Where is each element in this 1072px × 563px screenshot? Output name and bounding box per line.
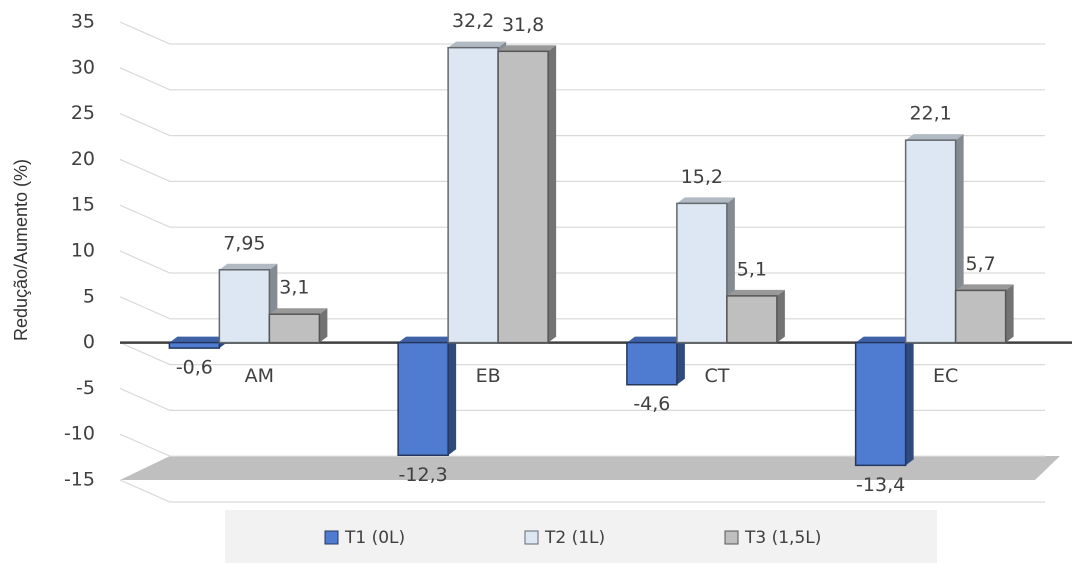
- bar-top: [219, 263, 278, 270]
- bar-side: [319, 308, 328, 343]
- grid-line: [119, 250, 1045, 274]
- legend-label: T1 (0L): [344, 528, 405, 548]
- bar-top: [398, 336, 457, 343]
- value-label: -4,6: [633, 393, 670, 415]
- legend-swatch: [724, 530, 739, 545]
- y-tick-label: 25: [71, 102, 95, 124]
- floor: [120, 456, 1060, 480]
- bar: [726, 295, 778, 344]
- x-tick-label: CT: [704, 365, 729, 387]
- x-tick-label: EB: [476, 365, 501, 387]
- bar-top: [448, 41, 507, 48]
- bar: [676, 202, 728, 344]
- grid-line: [119, 67, 1045, 91]
- bar: [447, 46, 499, 344]
- bar-side: [1005, 284, 1014, 343]
- grid-line: [119, 342, 1045, 366]
- bar-top: [169, 336, 228, 343]
- bar-side: [776, 289, 785, 343]
- value-label: 7,95: [223, 232, 265, 254]
- grid-line: [119, 204, 1045, 228]
- bar: [954, 289, 1007, 344]
- value-label: -12,3: [399, 464, 448, 486]
- value-label: 5,1: [737, 258, 767, 280]
- value-label: -13,4: [856, 474, 905, 496]
- bar-top: [626, 336, 685, 343]
- bar-side: [905, 336, 914, 466]
- legend-swatch: [524, 530, 539, 545]
- bar-side: [676, 336, 685, 385]
- bar: [626, 341, 678, 386]
- bar-top: [855, 336, 914, 343]
- bar-top: [726, 289, 785, 296]
- grid-line: [119, 433, 1045, 457]
- bar-side: [548, 45, 557, 343]
- y-axis-label: Redução/Aumento (%): [11, 159, 31, 341]
- grid-line: [119, 479, 1045, 503]
- bar: [218, 269, 271, 344]
- value-label: 3,1: [279, 277, 309, 299]
- bar: [497, 50, 549, 344]
- legend-swatch: [324, 530, 339, 545]
- bar-top: [905, 134, 964, 141]
- y-tick-label: 5: [83, 285, 95, 307]
- value-label: 5,7: [966, 253, 996, 275]
- bar-top: [269, 308, 328, 315]
- legend-label: T2 (1L): [544, 528, 605, 548]
- y-tick-label: 10: [71, 240, 95, 262]
- bar: [904, 139, 957, 344]
- bar: [268, 313, 321, 344]
- legend-box: [225, 510, 937, 563]
- y-tick-label: -15: [64, 469, 95, 491]
- bar: [168, 341, 221, 349]
- y-tick-label: -10: [64, 423, 95, 445]
- x-tick-label: EC: [933, 365, 958, 387]
- value-label: 22,1: [909, 103, 951, 125]
- bar: [854, 341, 907, 467]
- value-label: 31,8: [502, 14, 544, 36]
- y-tick-label: 15: [71, 194, 95, 216]
- y-tick-label: -5: [76, 377, 95, 399]
- bar-top: [498, 45, 557, 52]
- grid-line: [119, 158, 1045, 182]
- y-tick-label: 30: [71, 56, 95, 78]
- grid-line: [119, 387, 1045, 411]
- y-tick-label: 35: [71, 11, 95, 33]
- value-label: 32,2: [452, 10, 494, 32]
- bar-side: [448, 336, 457, 456]
- value-label: -0,6: [176, 357, 213, 379]
- grid-line: [119, 113, 1045, 137]
- legend-label: T3 (1,5L): [744, 528, 821, 548]
- bar-top: [676, 197, 735, 204]
- y-tick-label: 20: [71, 148, 95, 170]
- bar: [397, 341, 449, 457]
- value-label: 15,2: [681, 166, 723, 188]
- x-tick-label: AM: [245, 365, 274, 387]
- grid-line: [119, 21, 1045, 45]
- y-tick-label: 0: [83, 331, 95, 353]
- bar-top: [955, 284, 1014, 291]
